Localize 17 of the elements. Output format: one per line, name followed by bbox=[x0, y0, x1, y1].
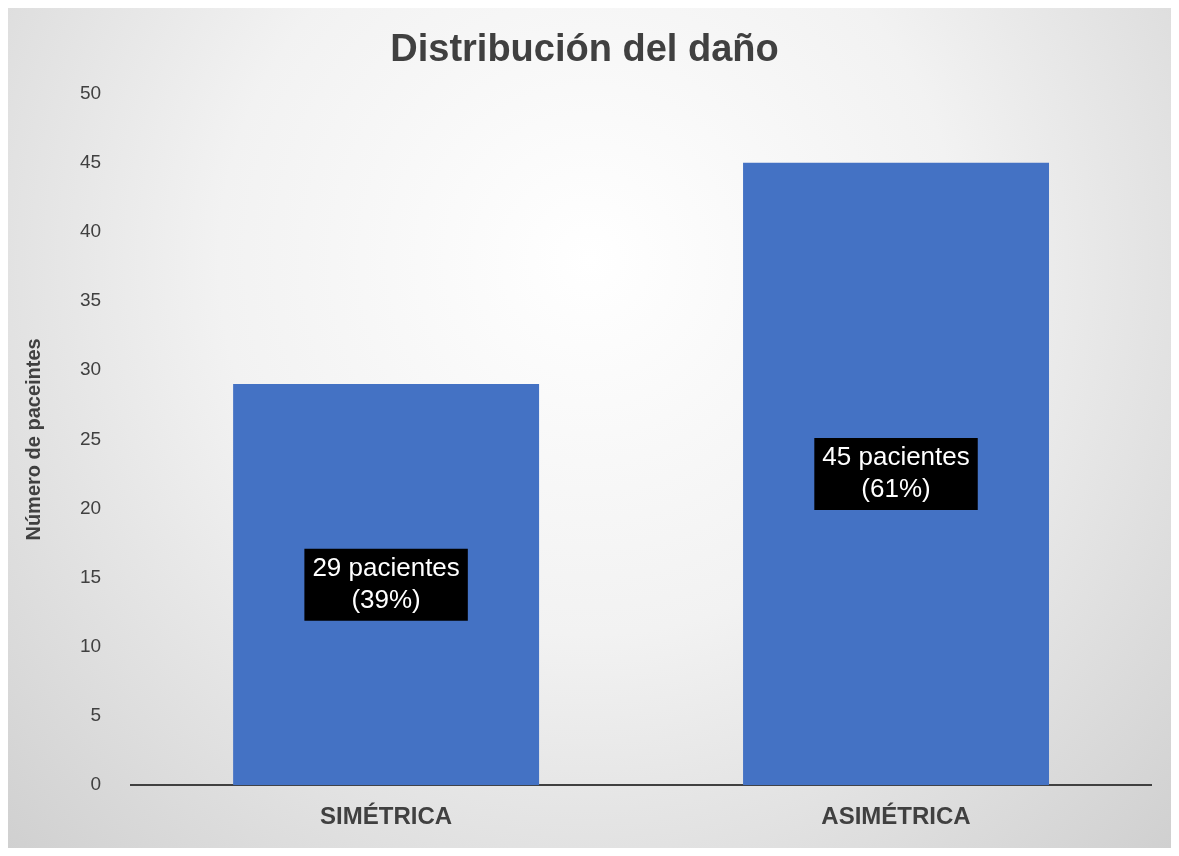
y-tick-label: 0 bbox=[90, 773, 102, 795]
y-tick-label: 30 bbox=[79, 358, 102, 380]
data-label: 45 pacientes (61%) bbox=[822, 441, 970, 504]
data-label: 29 pacientes (39%) bbox=[312, 551, 460, 614]
y-tick-label: 25 bbox=[79, 427, 102, 449]
y-tick-label: 50 bbox=[79, 81, 102, 103]
x-tick-label: SIMÉTRICA bbox=[320, 802, 453, 830]
y-tick-label: 20 bbox=[79, 496, 102, 518]
y-tick-label: 15 bbox=[79, 565, 102, 587]
x-tick-label: ASIMÉTRICA bbox=[821, 802, 971, 830]
y-tick-label: 40 bbox=[79, 220, 102, 242]
y-tick-label: 10 bbox=[79, 635, 102, 657]
y-tick-label: 35 bbox=[79, 289, 102, 311]
y-tick-label: 45 bbox=[79, 150, 102, 172]
chart-title: Distribución del daño bbox=[390, 27, 779, 70]
y-tick-label: 5 bbox=[90, 704, 102, 726]
y-axis-title: Número de paceintes bbox=[21, 338, 44, 541]
